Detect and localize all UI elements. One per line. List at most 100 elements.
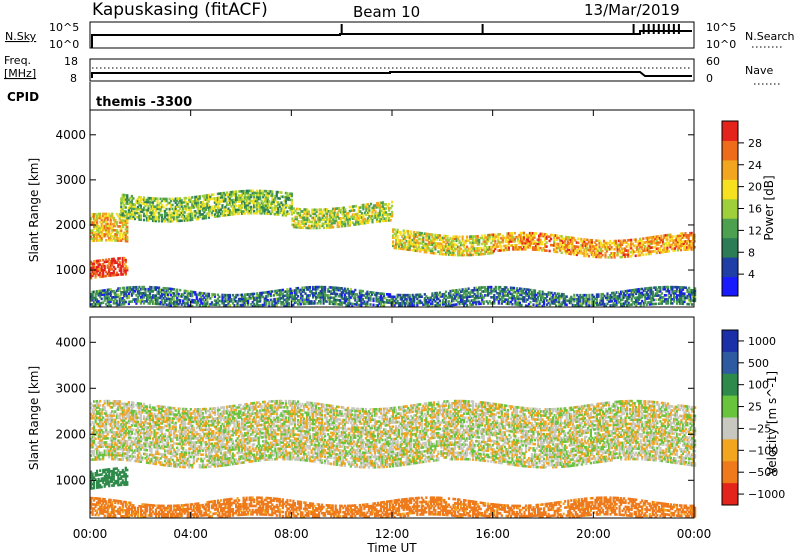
echo-cell bbox=[506, 240, 509, 243]
echo-cell bbox=[472, 241, 475, 244]
echo-cell bbox=[94, 300, 97, 304]
echo-cell bbox=[368, 204, 371, 208]
echo-cell bbox=[677, 290, 680, 293]
echo-cell bbox=[308, 290, 312, 293]
echo-cell bbox=[619, 251, 622, 255]
echo-cell bbox=[304, 292, 307, 295]
echo-cell bbox=[153, 217, 156, 221]
echo-cell bbox=[402, 247, 405, 251]
echo-cell bbox=[251, 296, 254, 300]
echo-cell bbox=[464, 289, 467, 293]
echo-cell bbox=[604, 241, 607, 245]
echo-cell bbox=[99, 216, 102, 220]
echo-cell bbox=[576, 302, 579, 305]
echo-cell bbox=[164, 295, 167, 298]
echo-cell bbox=[251, 191, 254, 195]
echo-cell bbox=[431, 233, 434, 236]
echo-cell bbox=[100, 291, 103, 295]
echo-cell bbox=[434, 291, 437, 295]
echo-cell bbox=[221, 214, 224, 217]
echo-cell bbox=[602, 245, 606, 249]
echo-cell bbox=[327, 222, 330, 225]
echo-cell bbox=[651, 302, 654, 306]
echo-cell bbox=[103, 268, 106, 272]
echo-cell bbox=[645, 253, 648, 256]
echo-cell bbox=[194, 210, 197, 213]
echo-cell bbox=[601, 245, 604, 249]
echo-cell bbox=[153, 294, 156, 297]
echo-cell bbox=[438, 301, 441, 305]
echo-cell bbox=[292, 211, 295, 215]
echo-cell bbox=[659, 288, 662, 291]
echo-cell bbox=[257, 195, 260, 199]
echo-cell bbox=[147, 294, 150, 297]
echo-cell bbox=[334, 302, 337, 306]
echo-cell bbox=[635, 292, 638, 296]
echo-cell bbox=[342, 297, 345, 300]
echo-cell bbox=[664, 234, 667, 237]
echo-cell bbox=[562, 301, 565, 304]
echo-cell bbox=[161, 217, 164, 221]
echo-cell bbox=[281, 209, 284, 213]
echo-cell bbox=[452, 303, 455, 307]
echo-cell bbox=[185, 202, 188, 206]
echo-cell bbox=[566, 236, 569, 239]
echo-cell bbox=[690, 244, 693, 247]
echo-cell bbox=[117, 295, 120, 298]
echo-cell bbox=[541, 292, 544, 296]
nsearch-label: N.Search bbox=[745, 30, 795, 43]
echo-cell bbox=[265, 200, 268, 203]
echo-cell bbox=[123, 298, 126, 302]
echo-cell bbox=[283, 298, 286, 302]
echo-cell bbox=[648, 301, 651, 304]
echo-cell bbox=[124, 237, 127, 241]
echo-cell bbox=[610, 245, 613, 249]
echo-cell bbox=[215, 196, 218, 200]
echo-cell bbox=[645, 249, 648, 252]
echo-cell bbox=[563, 249, 566, 253]
echo-cell bbox=[510, 244, 513, 247]
echo-cell bbox=[203, 198, 206, 202]
echo-cell bbox=[112, 218, 115, 222]
echo-cell bbox=[518, 245, 521, 249]
echo-cell bbox=[479, 296, 482, 299]
echo-cell bbox=[411, 242, 414, 246]
echo-cell bbox=[624, 239, 627, 242]
echo-cell bbox=[564, 295, 567, 298]
echo-cell bbox=[684, 240, 687, 243]
echo-cell bbox=[408, 304, 411, 307]
echo-cell bbox=[153, 219, 156, 223]
echo-cell bbox=[319, 296, 322, 299]
echo-cell bbox=[218, 198, 221, 202]
echo-cell bbox=[499, 292, 502, 295]
echo-cell bbox=[664, 248, 667, 251]
echo-cell bbox=[124, 260, 127, 264]
echo-cell bbox=[574, 239, 577, 242]
echo-cell bbox=[141, 298, 144, 301]
echo-cell bbox=[297, 207, 300, 211]
echo-cell bbox=[266, 292, 269, 296]
echo-cell bbox=[293, 289, 296, 292]
echo-cell bbox=[129, 196, 132, 200]
echo-cell bbox=[133, 205, 136, 208]
echo-cell bbox=[215, 200, 218, 204]
echo-cell bbox=[120, 231, 123, 234]
echo-cell bbox=[441, 303, 444, 306]
echo-cell bbox=[342, 216, 345, 220]
echo-cell bbox=[312, 287, 315, 291]
echo-cell bbox=[283, 207, 286, 211]
echo-cell bbox=[130, 213, 133, 216]
echo-cell bbox=[494, 298, 497, 301]
echo-cell bbox=[148, 285, 152, 289]
echo-cell bbox=[253, 209, 256, 213]
echo-cell bbox=[333, 219, 336, 223]
echo-cell bbox=[626, 295, 629, 299]
echo-cell bbox=[176, 290, 179, 294]
echo-cell bbox=[158, 302, 161, 306]
echo-cell bbox=[534, 248, 538, 251]
echo-cell bbox=[189, 206, 192, 209]
echo-cell bbox=[615, 253, 618, 257]
echo-cell bbox=[533, 240, 536, 243]
echo-cell bbox=[555, 294, 558, 297]
echo-cell bbox=[452, 251, 455, 255]
